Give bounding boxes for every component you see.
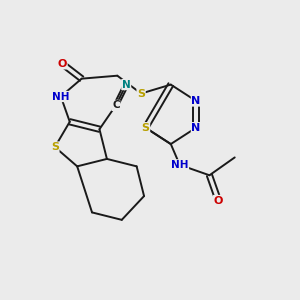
Text: N: N <box>191 96 201 106</box>
Text: S: S <box>142 123 149 133</box>
Text: N: N <box>191 123 201 133</box>
Text: O: O <box>214 196 223 206</box>
Text: S: S <box>137 88 145 98</box>
Text: N: N <box>122 80 130 90</box>
Text: NH: NH <box>171 160 188 170</box>
Text: S: S <box>51 142 59 152</box>
Text: C: C <box>112 100 120 110</box>
Text: NH: NH <box>52 92 70 101</box>
Text: O: O <box>58 59 67 69</box>
